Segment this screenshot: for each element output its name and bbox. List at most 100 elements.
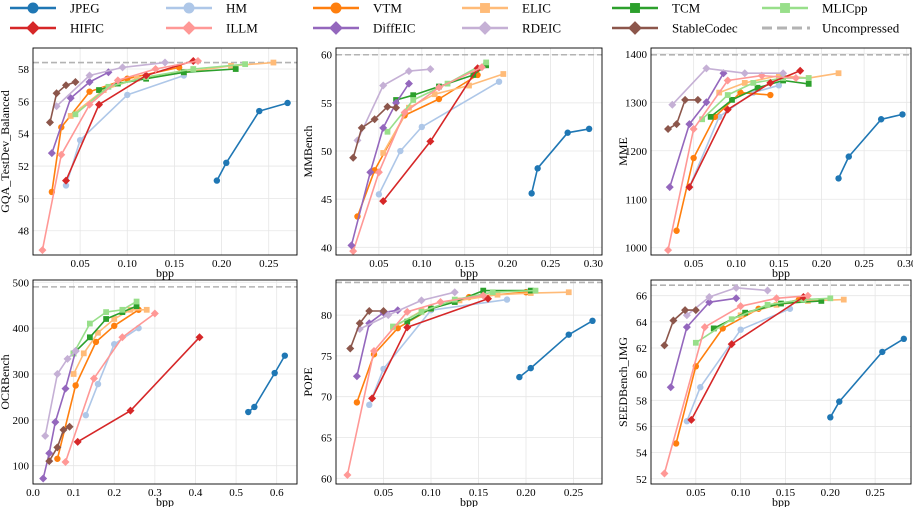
data-point bbox=[434, 83, 443, 92]
y-tick-label: 58 bbox=[18, 64, 30, 76]
data-point bbox=[346, 344, 355, 353]
data-point bbox=[728, 316, 735, 323]
y-tick-label: 54 bbox=[18, 129, 30, 141]
data-point bbox=[394, 324, 401, 332]
data-point bbox=[750, 80, 757, 86]
data-point bbox=[366, 401, 373, 409]
x-tick-label: 0.15 bbox=[165, 258, 185, 270]
y-tick-label: 500 bbox=[13, 277, 30, 289]
chart-panel-ocrbench: 0.0 0.1 0.2 0.3 0.4 0.5 0.6 100 200 300 400 500 bpp O… bbox=[0, 277, 298, 507]
legend-marker bbox=[480, 3, 490, 13]
data-point bbox=[681, 95, 690, 104]
data-point bbox=[72, 382, 79, 389]
series-vtm bbox=[54, 306, 142, 462]
series-line bbox=[65, 60, 194, 181]
data-point bbox=[840, 296, 847, 303]
series-rdeic bbox=[668, 64, 788, 109]
data-point bbox=[370, 115, 379, 124]
series-illm bbox=[664, 71, 800, 255]
y-tick-labels: 48 50 52 54 56 58 bbox=[18, 64, 30, 238]
y-tick-label: 70 bbox=[321, 392, 333, 404]
data-point bbox=[418, 308, 425, 315]
series-line bbox=[49, 81, 76, 123]
series-jpeg bbox=[516, 317, 596, 381]
data-point bbox=[660, 341, 669, 350]
series-hific bbox=[62, 56, 198, 185]
data-point bbox=[355, 319, 364, 328]
series-rdeic bbox=[41, 347, 80, 440]
x-tick-label: 0.4 bbox=[189, 487, 203, 499]
data-point bbox=[73, 437, 82, 446]
data-point bbox=[664, 124, 673, 133]
series-jpeg bbox=[245, 352, 289, 416]
y-tick-label: 52 bbox=[18, 161, 29, 173]
series-line bbox=[667, 99, 698, 130]
data-point bbox=[660, 469, 669, 478]
legend-entry-vtm: VTM bbox=[313, 1, 402, 16]
data-point bbox=[827, 295, 834, 302]
data-point bbox=[418, 123, 426, 131]
data-point bbox=[63, 354, 72, 363]
data-point bbox=[705, 293, 714, 301]
data-point bbox=[94, 380, 102, 388]
data-point bbox=[466, 82, 472, 89]
chart-panel-mme: 0.05 0.10 0.15 0.20 0.25 0.30 1000 1100 1200 1300… bbox=[616, 47, 913, 280]
y-tick-label: 60 bbox=[636, 369, 648, 381]
legend-label: DiffEIC bbox=[373, 21, 415, 36]
data-point bbox=[732, 294, 741, 303]
data-point bbox=[742, 309, 749, 316]
x-axis-label: bpp bbox=[772, 495, 790, 507]
y-tick-label: 40 bbox=[321, 242, 333, 254]
data-point bbox=[365, 307, 374, 316]
data-point bbox=[697, 384, 704, 391]
legend-marker bbox=[630, 3, 640, 13]
series-line bbox=[48, 425, 70, 462]
series-stablecodec bbox=[664, 95, 702, 133]
data-point bbox=[528, 190, 535, 197]
data-point bbox=[52, 89, 61, 98]
data-point bbox=[281, 352, 289, 359]
axes-frame bbox=[335, 47, 603, 256]
data-point bbox=[379, 123, 388, 132]
y-axis-label: SEEDBench_IMG bbox=[616, 337, 630, 427]
data-point bbox=[62, 81, 70, 90]
data-point bbox=[803, 291, 812, 300]
data-point bbox=[589, 317, 596, 324]
data-point bbox=[51, 418, 60, 427]
data-point bbox=[379, 197, 388, 206]
y-tick-label: 54 bbox=[636, 448, 648, 460]
data-point bbox=[92, 338, 100, 346]
legend-marker bbox=[780, 3, 790, 13]
data-point bbox=[403, 323, 412, 332]
data-point bbox=[489, 289, 496, 296]
data-point bbox=[375, 191, 383, 198]
legend-entry-hm: HM bbox=[166, 1, 247, 16]
legend-label: VTM bbox=[373, 1, 402, 16]
series-rdeic bbox=[52, 58, 169, 111]
data-point bbox=[534, 165, 541, 172]
data-point bbox=[417, 296, 426, 305]
data-point bbox=[95, 329, 101, 336]
data-point bbox=[503, 296, 511, 303]
legend-label: MLICpp bbox=[822, 1, 868, 16]
data-point bbox=[118, 333, 127, 342]
data-point bbox=[103, 316, 109, 322]
x-tick-label: 0.5 bbox=[229, 487, 243, 499]
plot-area bbox=[33, 48, 297, 255]
series-hm bbox=[683, 305, 794, 425]
data-point bbox=[392, 103, 401, 112]
series-line bbox=[686, 308, 791, 422]
data-point bbox=[699, 116, 706, 123]
series-line bbox=[216, 102, 288, 181]
data-point bbox=[400, 108, 409, 117]
series-elic bbox=[70, 306, 150, 377]
series-line bbox=[663, 309, 696, 346]
data-point bbox=[835, 175, 842, 182]
chart-panel-mmbench: 0.05 0.10 0.15 0.20 0.25 0.30 40 45 50 55 60 bpp MMB… bbox=[301, 47, 604, 280]
series-diffeic bbox=[665, 69, 728, 192]
data-point bbox=[791, 74, 800, 83]
plot-area bbox=[651, 280, 911, 484]
data-point bbox=[53, 369, 62, 378]
data-point bbox=[767, 91, 774, 99]
data-point bbox=[403, 307, 412, 316]
